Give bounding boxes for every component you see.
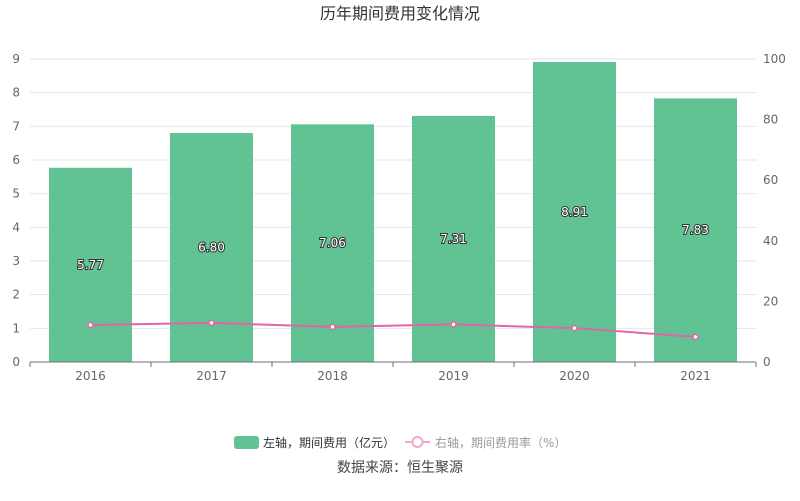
bar-data-label: 8.91 [561,205,588,219]
line-point [87,321,94,329]
bar-data-label: 7.06 [319,236,346,250]
legend: 左轴，期间费用（亿元） 右轴，期间费用率（%） [234,435,566,450]
line-point [329,323,336,331]
line-point [571,324,578,332]
left-tick-label: 1 [12,321,20,335]
left-tick-label: 7 [12,119,20,133]
left-tick-label: 9 [12,52,20,66]
line-point [208,319,215,327]
bar [654,98,737,362]
left-tick-label: 3 [12,254,20,268]
right-tick-label: 60 [763,173,778,187]
bar [533,62,616,362]
left-tick-label: 5 [12,187,20,201]
line-point [450,321,457,328]
line-point [692,333,699,341]
bar-data-label: 7.83 [682,223,709,237]
bar [412,115,495,362]
bar [291,124,374,363]
bar-data-label: 7.31 [440,232,467,246]
left-tick-label: 4 [12,220,20,234]
chart-title: 历年期间费用变化情况 [320,4,480,23]
bar [49,167,132,362]
x-tick-label: 2020 [559,369,590,383]
left-tick-label: 8 [12,86,20,100]
x-tick-label: 2021 [680,369,711,383]
bar-data-label: 6.80 [198,241,225,255]
right-tick-label: 20 [763,294,778,308]
x-tick-label: 2018 [317,369,348,383]
source-note: 数据来源：恒生聚源 [337,460,463,476]
x-tick-label: 2016 [75,369,106,383]
bar-data-label: 5.77 [77,258,104,272]
x-tick-label: 2019 [438,369,469,383]
legend-bar-label[interactable]: 左轴，期间费用（亿元） [263,435,395,450]
line-series [90,321,696,338]
left-tick-label: 0 [12,355,20,369]
right-tick-label: 80 [763,113,778,127]
right-tick-label: 40 [763,234,778,248]
legend-line-marker [411,436,424,448]
legend-line-label[interactable]: 右轴，期间费用率（%） [435,435,566,450]
left-tick-label: 2 [12,288,20,302]
left-tick-label: 6 [12,153,20,167]
right-tick-label: 0 [763,355,771,369]
x-tick-label: 2017 [196,369,227,383]
right-tick-label: 100 [763,52,786,66]
legend-bar-swatch [234,436,259,449]
